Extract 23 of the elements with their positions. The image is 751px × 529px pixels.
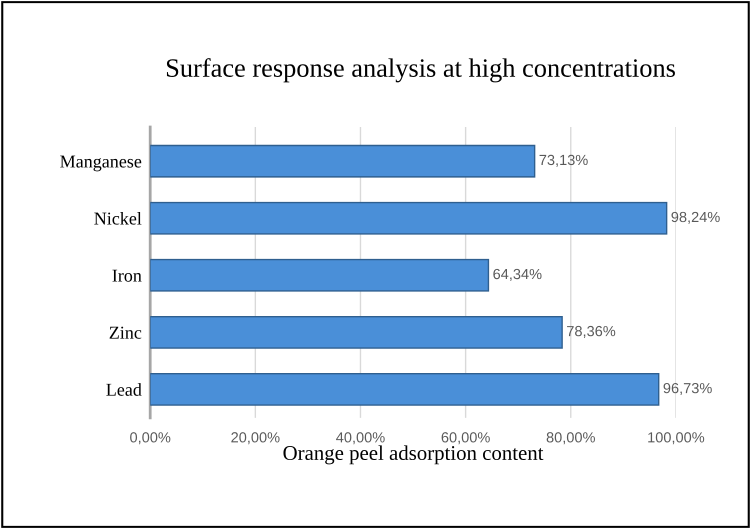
bar	[150, 258, 490, 292]
y-tick-label: Manganese	[60, 156, 142, 172]
bar	[150, 316, 563, 349]
y-tick-label: Zinc	[110, 326, 142, 339]
x-tick-label: 40,00%	[336, 432, 385, 444]
data-label: 73,13%	[540, 154, 588, 167]
data-label: 98,24%	[672, 212, 720, 224]
x-tick-label: 20,00%	[231, 432, 280, 444]
bar	[150, 373, 660, 406]
data-label: 96,73%	[664, 382, 712, 396]
data-label: 78,36%	[567, 326, 616, 338]
data-label: 64,34%	[493, 268, 542, 281]
y-tick-label: Lead	[106, 383, 142, 396]
x-axis-title: Orange peel adsorption content	[283, 445, 544, 464]
chart-title: Surface response analysis at high concentrations	[166, 58, 675, 82]
x-tick-label: 0,00%	[130, 432, 170, 444]
y-tick-label: Iron	[112, 270, 142, 282]
x-tick-label: 80,00%	[546, 432, 595, 444]
y-tick-label: Nickel	[94, 212, 142, 225]
x-tick-label: 100,00%	[648, 432, 704, 444]
bar	[150, 202, 668, 235]
bar	[150, 144, 536, 178]
x-tick-label: 60,00%	[442, 432, 490, 444]
